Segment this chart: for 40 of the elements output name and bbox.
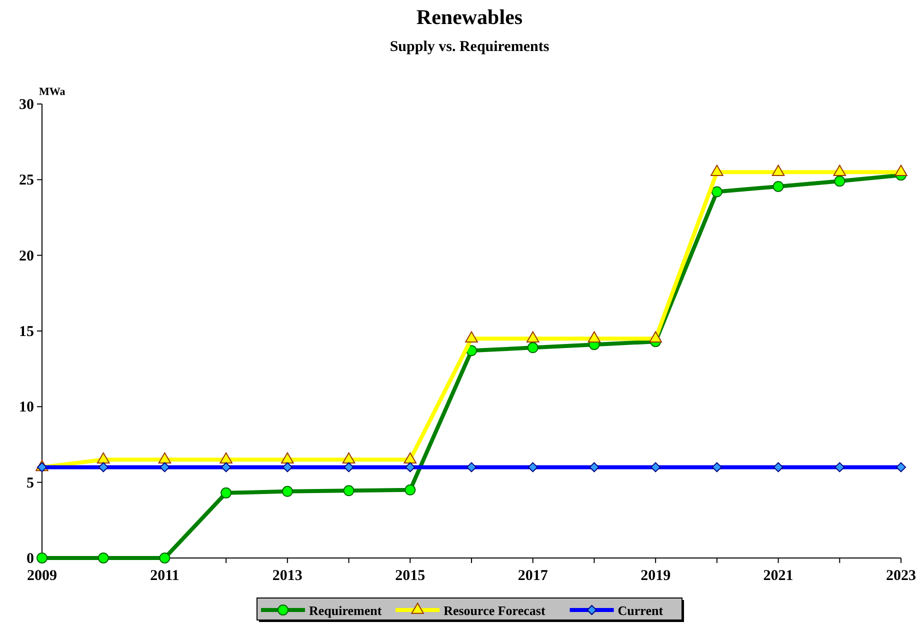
x-tick-label: 2015: [395, 568, 426, 584]
legend-label: Requirement: [309, 603, 382, 618]
point: [588, 331, 601, 342]
point: [894, 164, 908, 176]
y-tick-label: 30: [19, 97, 34, 113]
chart-subtitle: Supply vs. Requirements: [390, 39, 550, 55]
x-tick-label: 2009: [27, 568, 57, 584]
point: [711, 186, 722, 198]
chart-title: Renewables: [416, 5, 523, 29]
point: [527, 342, 538, 354]
point: [36, 552, 48, 564]
point: [282, 486, 293, 497]
x-tick-label: 2013: [272, 568, 302, 584]
point: [772, 164, 785, 176]
point: [98, 552, 109, 564]
y-tick-label: 5: [26, 475, 34, 492]
y-tick-label: 0: [26, 551, 34, 567]
y-tick-label: 10: [19, 400, 34, 416]
point: [526, 331, 540, 342]
y-tick-label: 15: [19, 324, 34, 340]
point: [710, 164, 724, 176]
legend-label: Resource Forecast: [444, 603, 546, 618]
y-tick-label: 20: [19, 248, 34, 264]
x-tick-label: 2021: [763, 568, 794, 584]
point: [834, 176, 846, 187]
x-tick-label: 2023: [886, 568, 916, 584]
point: [833, 164, 846, 176]
legend-label: Current: [618, 603, 664, 618]
point: [404, 484, 416, 496]
point: [159, 552, 170, 564]
x-tick-label: 2019: [640, 568, 671, 584]
point: [649, 331, 662, 342]
y-tick-label: 25: [19, 172, 34, 189]
point: [772, 180, 784, 192]
point: [343, 485, 354, 496]
x-tick-label: 2011: [150, 568, 180, 584]
x-tick-label: 2017: [518, 568, 548, 584]
point: [220, 487, 232, 498]
point: [465, 331, 478, 342]
y-axis-title: MWa: [39, 86, 66, 98]
